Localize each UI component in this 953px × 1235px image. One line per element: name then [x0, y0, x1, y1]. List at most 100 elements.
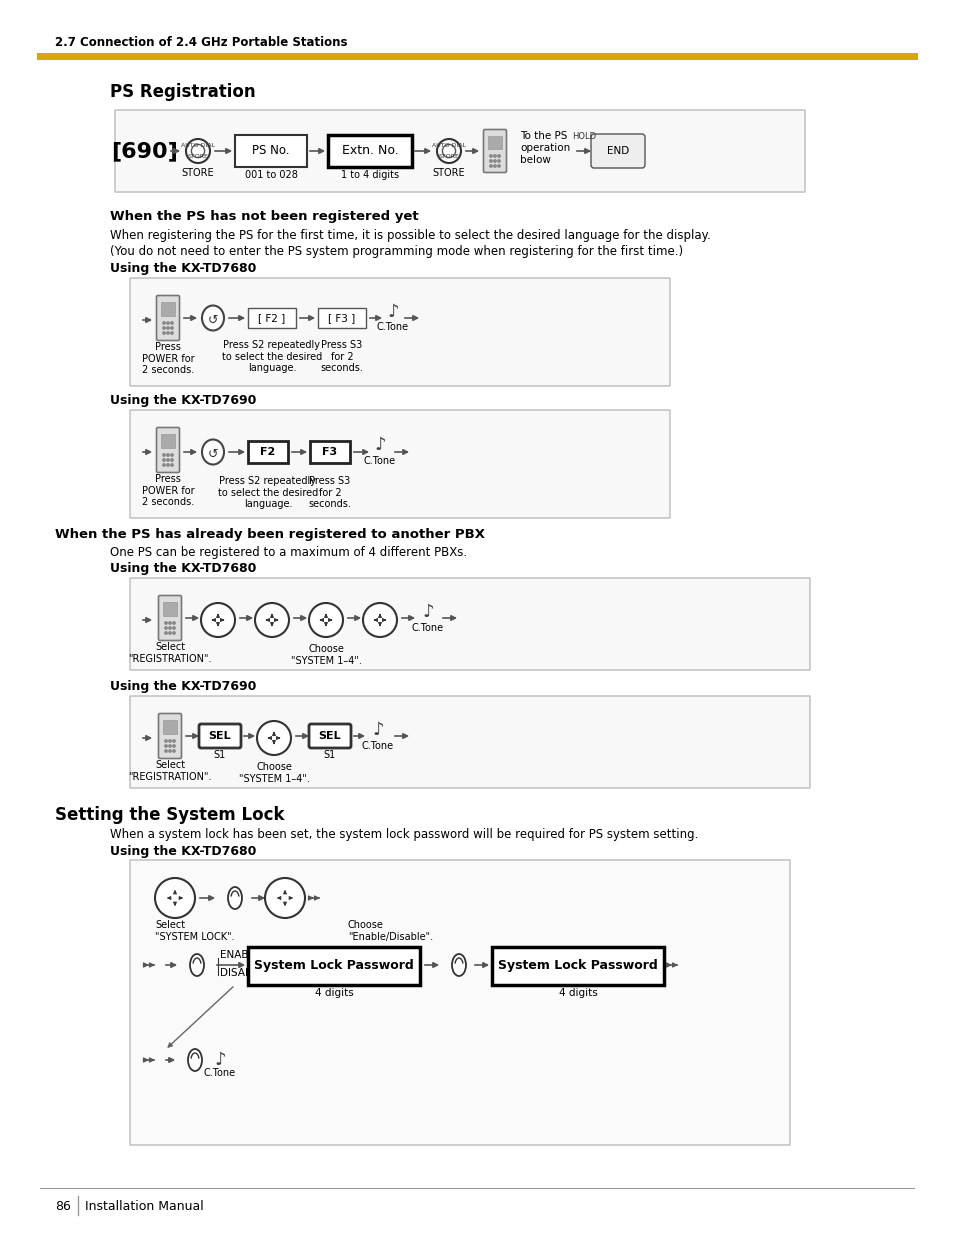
Circle shape — [497, 159, 499, 162]
Circle shape — [167, 327, 169, 330]
Ellipse shape — [202, 305, 224, 331]
Text: Press
POWER for
2 seconds.: Press POWER for 2 seconds. — [142, 342, 194, 375]
Text: ↺: ↺ — [208, 314, 218, 326]
Circle shape — [165, 621, 167, 624]
Text: ↺: ↺ — [208, 447, 218, 461]
Text: Press S2 repeatedly
to select the desired
language.: Press S2 repeatedly to select the desire… — [222, 340, 322, 373]
Text: C.Tone: C.Tone — [412, 622, 443, 634]
Text: 86: 86 — [55, 1200, 71, 1213]
Text: Installation Manual: Installation Manual — [85, 1200, 204, 1213]
Circle shape — [169, 745, 171, 747]
Ellipse shape — [188, 1049, 202, 1071]
Circle shape — [172, 740, 175, 742]
Text: 2.7 Connection of 2.4 GHz Portable Stations: 2.7 Connection of 2.4 GHz Portable Stati… — [55, 36, 347, 48]
Text: [ F3 ]: [ F3 ] — [328, 312, 355, 324]
Circle shape — [171, 332, 173, 335]
Text: Choose
"Enable/Disable".: Choose "Enable/Disable". — [348, 920, 433, 941]
Ellipse shape — [202, 440, 224, 464]
Circle shape — [165, 627, 167, 629]
Ellipse shape — [228, 887, 242, 909]
Ellipse shape — [190, 953, 204, 976]
Text: STORE: STORE — [438, 154, 459, 159]
Circle shape — [165, 750, 167, 752]
Text: Select
"REGISTRATION".: Select "REGISTRATION". — [128, 642, 212, 663]
Text: STORE: STORE — [181, 168, 214, 178]
Circle shape — [169, 621, 171, 624]
FancyBboxPatch shape — [248, 308, 295, 329]
FancyBboxPatch shape — [309, 724, 351, 748]
Circle shape — [171, 322, 173, 325]
FancyBboxPatch shape — [156, 295, 179, 341]
FancyBboxPatch shape — [483, 130, 506, 173]
FancyBboxPatch shape — [130, 410, 669, 517]
Circle shape — [256, 721, 291, 755]
Circle shape — [489, 154, 492, 157]
Circle shape — [165, 740, 167, 742]
Circle shape — [167, 453, 169, 456]
FancyBboxPatch shape — [158, 595, 181, 641]
Text: When a system lock has been set, the system lock password will be required for P: When a system lock has been set, the sys… — [110, 827, 698, 841]
Circle shape — [363, 603, 396, 637]
Text: 001 to 028: 001 to 028 — [244, 170, 297, 180]
Text: 4 digits: 4 digits — [314, 988, 353, 998]
Circle shape — [497, 154, 499, 157]
Text: F2: F2 — [260, 447, 275, 457]
Text: Choose
"SYSTEM 1–4".: Choose "SYSTEM 1–4". — [291, 643, 361, 666]
Text: ♪: ♪ — [422, 603, 434, 621]
Circle shape — [489, 164, 492, 167]
Circle shape — [171, 458, 173, 461]
Text: STORE: STORE — [188, 154, 208, 159]
Text: Select
"SYSTEM LOCK".: Select "SYSTEM LOCK". — [154, 920, 234, 941]
FancyBboxPatch shape — [328, 135, 412, 167]
Text: S1: S1 — [323, 750, 335, 760]
FancyBboxPatch shape — [310, 441, 350, 463]
Text: Press S2 repeatedly
to select the desired
language.: Press S2 repeatedly to select the desire… — [217, 475, 317, 509]
FancyBboxPatch shape — [317, 308, 366, 329]
Text: SEL: SEL — [318, 731, 341, 741]
Circle shape — [494, 159, 496, 162]
FancyBboxPatch shape — [130, 278, 669, 387]
Circle shape — [165, 745, 167, 747]
Text: System Lock Password: System Lock Password — [497, 958, 658, 972]
Circle shape — [172, 750, 175, 752]
Text: ♪: ♪ — [374, 436, 385, 454]
Text: One PS can be registered to a maximum of 4 different PBXs.: One PS can be registered to a maximum of… — [110, 546, 467, 559]
Circle shape — [172, 632, 175, 635]
Circle shape — [172, 621, 175, 624]
Text: [690]: [690] — [112, 141, 178, 161]
Text: PS Registration: PS Registration — [110, 83, 255, 101]
Circle shape — [167, 458, 169, 461]
Text: Press S3
for 2
seconds.: Press S3 for 2 seconds. — [308, 475, 351, 509]
Text: Using the KX-TD7680: Using the KX-TD7680 — [110, 262, 256, 275]
Circle shape — [163, 332, 165, 335]
Text: (You do not need to enter the PS system programming mode when registering for th: (You do not need to enter the PS system … — [110, 245, 682, 258]
Circle shape — [163, 458, 165, 461]
FancyBboxPatch shape — [590, 135, 644, 168]
Circle shape — [163, 464, 165, 466]
Text: When the PS has already been registered to another PBX: When the PS has already been registered … — [55, 529, 484, 541]
Text: PS No.: PS No. — [252, 144, 290, 158]
Text: When registering the PS for the first time, it is possible to select the desired: When registering the PS for the first ti… — [110, 228, 710, 242]
FancyBboxPatch shape — [156, 427, 179, 473]
Text: Using the KX-TD7680: Using the KX-TD7680 — [110, 562, 256, 576]
Text: S1: S1 — [213, 750, 226, 760]
FancyBboxPatch shape — [115, 110, 804, 191]
Text: HOLD: HOLD — [572, 132, 596, 141]
Text: ♪: ♪ — [372, 721, 383, 739]
Text: STORE: STORE — [433, 168, 465, 178]
Text: When the PS has not been registered yet: When the PS has not been registered yet — [110, 210, 418, 224]
Circle shape — [172, 627, 175, 629]
Text: AUTO DIAL: AUTO DIAL — [181, 143, 214, 148]
Text: Using the KX-TD7690: Using the KX-TD7690 — [110, 394, 256, 408]
Bar — [488, 136, 501, 149]
Text: ♪: ♪ — [214, 1051, 226, 1070]
Circle shape — [172, 745, 175, 747]
Bar — [163, 720, 177, 734]
Text: AUTO DIAL: AUTO DIAL — [432, 143, 466, 148]
Text: C.Tone: C.Tone — [204, 1068, 235, 1078]
Text: ENABLE: ENABLE — [220, 950, 260, 960]
Circle shape — [254, 603, 289, 637]
FancyBboxPatch shape — [234, 135, 307, 167]
Circle shape — [167, 332, 169, 335]
Circle shape — [167, 464, 169, 466]
